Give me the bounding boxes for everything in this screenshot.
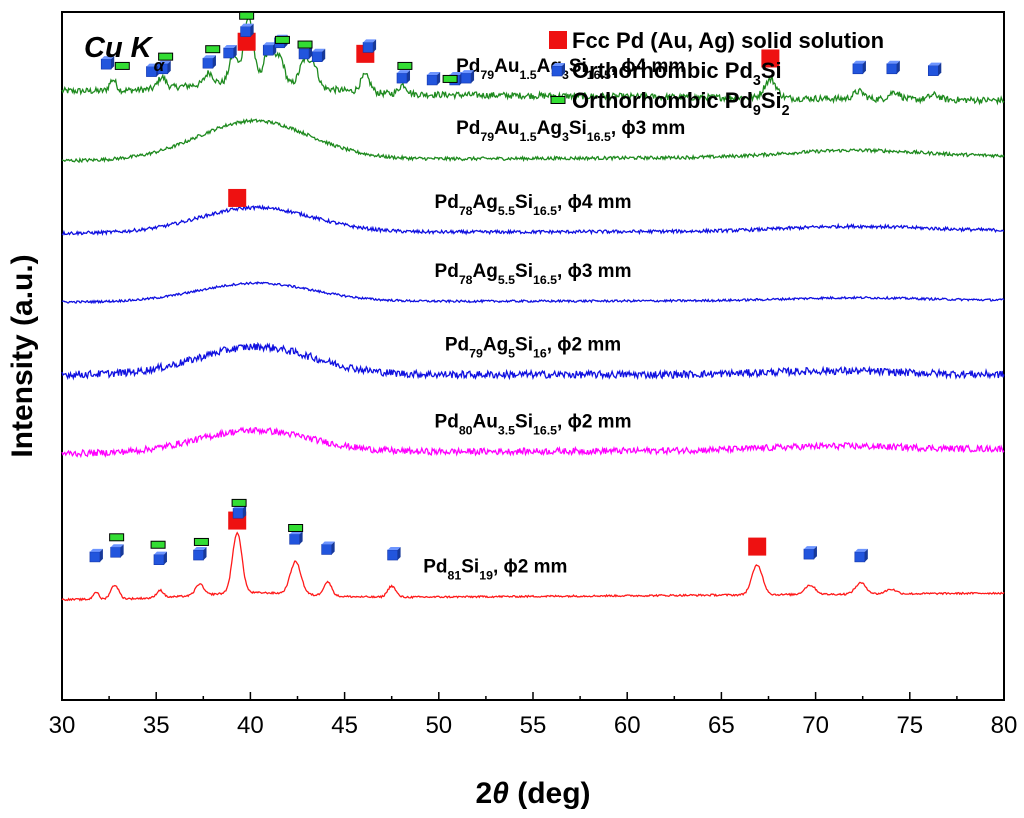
legend-entry-2: Orthorhombic Pd3​Si bbox=[572, 58, 782, 89]
series-line-2 bbox=[61, 117, 1005, 164]
legend: Fcc Pd (Au, Ag) solid solution Orthorhomb… bbox=[549, 28, 884, 119]
phase-marker-orthorhombic-pd9si2 bbox=[239, 11, 255, 20]
phase-marker-orthorhombic-pd3si bbox=[803, 546, 817, 560]
x-axis-ticks bbox=[61, 692, 1005, 700]
x-tick-label: 80 bbox=[991, 712, 1018, 739]
series-label-4: Pd78​Ag5.5​Si16.5​, ϕ3 mm bbox=[435, 261, 632, 287]
series-label-7: Pd81​Si19​, ϕ2 mm bbox=[423, 557, 567, 583]
x-axis-title: 2θ (deg) bbox=[475, 777, 590, 810]
phase-marker-fcc-pd-au-ag-solid-solution bbox=[761, 49, 780, 68]
x-axis-tick-labels: 30 35 40 45 50 55 60 65 70 75 80 bbox=[49, 712, 1018, 739]
x-tick-label: 70 bbox=[802, 712, 829, 739]
x-tick-label: 40 bbox=[237, 712, 264, 739]
series-line-6 bbox=[61, 426, 1005, 459]
phase-marker-orthorhombic-pd3si bbox=[157, 60, 171, 75]
curve-labels: Pd79​Au1.5​Ag3​Si16.5​, ϕ4 mmPd79​Au1.5​… bbox=[423, 56, 685, 583]
series-label-2: Pd79​Au1.5​Ag3​Si16.5​, ϕ3 mm bbox=[456, 118, 685, 144]
phase-markers bbox=[89, 11, 942, 565]
phase-marker-orthorhombic-pd3si bbox=[927, 62, 942, 76]
phase-marker-orthorhombic-pd9si2 bbox=[158, 52, 174, 61]
phase-marker-orthorhombic-pd9si2 bbox=[397, 61, 413, 70]
x-tick-label: 65 bbox=[708, 712, 735, 739]
x-tick-label: 45 bbox=[331, 712, 358, 739]
phase-marker-orthorhombic-pd9si2 bbox=[193, 537, 209, 546]
phase-marker-orthorhombic-pd9si2 bbox=[442, 74, 458, 83]
phase-marker-orthorhombic-pd3si bbox=[311, 48, 326, 62]
phase-marker-orthorhombic-pd9si2 bbox=[231, 498, 247, 507]
phase-marker-orthorhombic-pd3si bbox=[854, 548, 868, 563]
phase-marker-orthorhombic-pd3si bbox=[387, 547, 401, 561]
legend-entry-1: Fcc Pd (Au, Ag) solid solution bbox=[572, 28, 884, 53]
series-line-1 bbox=[61, 13, 1005, 106]
phase-marker-fcc-pd-au-ag-solid-solution bbox=[228, 188, 247, 207]
phase-marker-orthorhombic-pd3si bbox=[223, 44, 237, 59]
phase-marker-orthorhombic-pd3si bbox=[110, 544, 124, 558]
phase-marker-orthorhombic-pd3si bbox=[886, 60, 900, 75]
series-line-7 bbox=[61, 531, 1005, 602]
series-line-3 bbox=[61, 204, 1005, 237]
phase-marker-fcc-pd-au-ag-solid-solution bbox=[748, 537, 767, 556]
series-line-4 bbox=[61, 281, 1005, 305]
legend-marker-1 bbox=[549, 31, 567, 49]
phase-marker-orthorhombic-pd3si bbox=[193, 547, 207, 561]
phase-marker-orthorhombic-pd3si bbox=[852, 60, 866, 75]
series-line-5 bbox=[61, 341, 1005, 381]
x-tick-label: 75 bbox=[896, 712, 923, 739]
phase-marker-fcc-pd-au-ag-solid-solution bbox=[237, 32, 256, 51]
phase-marker-orthorhombic-pd3si bbox=[362, 39, 377, 53]
phase-marker-orthorhombic-pd9si2 bbox=[109, 533, 125, 542]
phase-marker-orthorhombic-pd9si2 bbox=[150, 540, 166, 549]
phase-marker-orthorhombic-pd3si bbox=[426, 71, 441, 86]
series-label-6: Pd80​Au3.5​Si16.5​, ϕ2 mm bbox=[435, 411, 632, 437]
phase-marker-orthorhombic-pd3si bbox=[232, 505, 247, 519]
legend-marker-2 bbox=[551, 63, 565, 77]
x-tick-label: 60 bbox=[614, 712, 641, 739]
radiation-annotation: Cu Kα bbox=[84, 32, 166, 75]
series-label-5: Pd79​Ag5​Si16​, ϕ2 mm bbox=[445, 335, 621, 361]
phase-marker-orthorhombic-pd9si2 bbox=[297, 40, 313, 49]
phase-marker-orthorhombic-pd9si2 bbox=[114, 61, 130, 70]
phase-marker-orthorhombic-pd3si bbox=[321, 541, 335, 555]
diffraction-curves bbox=[61, 13, 1005, 602]
phase-marker-orthorhombic-pd3si bbox=[89, 548, 103, 563]
y-axis-title: Intensity (a.u.) bbox=[6, 254, 39, 457]
series-label-3: Pd78​Ag5.5​Si16.5​, ϕ4 mm bbox=[435, 192, 632, 218]
x-tick-label: 30 bbox=[49, 712, 76, 739]
phase-marker-orthorhombic-pd3si bbox=[460, 70, 475, 84]
phase-marker-orthorhombic-pd9si2 bbox=[205, 45, 221, 54]
legend-marker-3 bbox=[550, 96, 566, 104]
x-tick-label: 55 bbox=[520, 712, 547, 739]
phase-marker-orthorhombic-pd9si2 bbox=[274, 35, 290, 44]
phase-marker-orthorhombic-pd3si bbox=[153, 551, 167, 565]
phase-marker-orthorhombic-pd3si bbox=[202, 55, 216, 69]
phase-marker-orthorhombic-pd3si bbox=[396, 70, 411, 84]
phase-marker-orthorhombic-pd3si bbox=[100, 56, 115, 70]
x-tick-label: 50 bbox=[425, 712, 452, 739]
phase-marker-orthorhombic-pd3si bbox=[240, 23, 254, 37]
phase-marker-orthorhombic-pd3si bbox=[289, 531, 303, 545]
legend-entry-3: Orthorhombic Pd9​Si2​ bbox=[572, 88, 790, 119]
phase-marker-orthorhombic-pd9si2 bbox=[288, 524, 304, 532]
x-tick-label: 35 bbox=[143, 712, 170, 739]
